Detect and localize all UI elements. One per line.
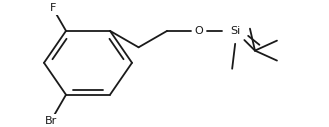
Text: Si: Si [230, 26, 240, 36]
Text: Br: Br [45, 116, 57, 126]
Text: O: O [195, 26, 204, 36]
Text: F: F [50, 3, 56, 13]
